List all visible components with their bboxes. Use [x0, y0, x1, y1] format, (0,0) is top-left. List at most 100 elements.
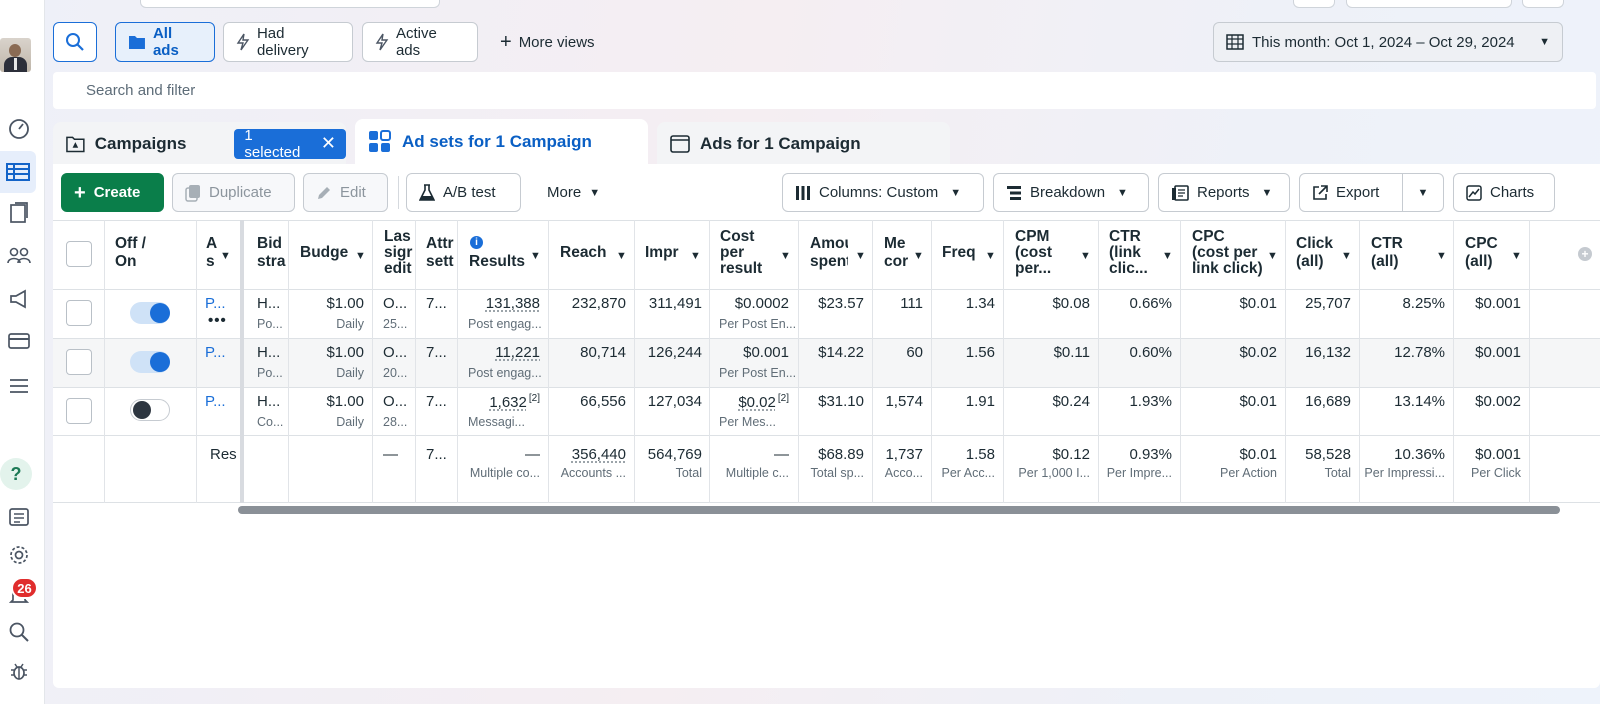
- ad-set-name-link[interactable]: P...: [205, 344, 226, 361]
- amount-spent-value: $31.10: [818, 393, 864, 410]
- col-header-cpc-link[interactable]: CPC (cost per link click): [1192, 229, 1263, 277]
- col-header-cpc-all[interactable]: CPC (all): [1465, 235, 1498, 270]
- tab-ads[interactable]: Ads for 1 Campaign: [657, 122, 950, 165]
- ad-set-name-link[interactable]: P...: [205, 295, 226, 312]
- search-and-filter-input[interactable]: Search and filter: [53, 72, 1596, 109]
- cost-per-result-cell[interactable]: $0.02 [2]: [711, 393, 789, 411]
- more-views-button[interactable]: + More views: [488, 22, 607, 62]
- select-all-checkbox[interactable]: [66, 241, 92, 267]
- edit-button[interactable]: Edit: [303, 173, 388, 212]
- col-header-clicks-all[interactable]: Click (all): [1296, 235, 1334, 270]
- col-header-cost-per-result[interactable]: Cost per result: [720, 229, 763, 277]
- cost-per-result-value[interactable]: $0.02: [738, 394, 776, 411]
- sort-caret-icon[interactable]: ▼: [913, 250, 924, 262]
- view-all-ads-label: All ads: [152, 25, 179, 59]
- totals-amount-spent-sub: Total sp...: [810, 466, 865, 480]
- speedometer-icon[interactable]: [4, 113, 34, 143]
- row-checkbox[interactable]: [66, 349, 92, 375]
- col-header-attribution-setting[interactable]: Attr sett: [426, 235, 454, 270]
- results-cell[interactable]: 1,632 [2]: [458, 393, 540, 411]
- ad-set-name-link[interactable]: P...: [205, 393, 226, 410]
- results-value[interactable]: 1,632: [489, 394, 527, 411]
- ad-window-icon: [670, 134, 690, 153]
- columns-button[interactable]: Columns: Custom ▼: [782, 173, 984, 212]
- sort-caret-icon[interactable]: ▼: [690, 250, 701, 262]
- bid-strategy-value: H...: [257, 344, 281, 361]
- col-header-cpm[interactable]: CPM (cost per...: [1015, 229, 1053, 277]
- sort-caret-icon[interactable]: ▼: [355, 250, 366, 262]
- sort-caret-icon[interactable]: ▼: [220, 250, 231, 262]
- col-header-impressions[interactable]: Impr: [645, 244, 679, 261]
- export-options-dropdown[interactable]: ▼: [1402, 173, 1444, 212]
- plus-icon: +: [500, 31, 512, 53]
- billing-card-icon[interactable]: [4, 326, 34, 356]
- row-more-options-icon[interactable]: •••: [208, 312, 227, 329]
- tab-ad-sets[interactable]: Ad sets for 1 Campaign: [355, 119, 648, 165]
- sort-caret-icon[interactable]: ▼: [1080, 250, 1091, 262]
- charts-button[interactable]: Charts: [1453, 173, 1555, 212]
- tab-campaigns[interactable]: Campaigns 1 selected ✕: [53, 122, 346, 165]
- sort-caret-icon[interactable]: ▼: [1162, 250, 1173, 262]
- view-active-ads[interactable]: Active ads: [362, 22, 478, 62]
- sort-caret-icon[interactable]: ▼: [1341, 250, 1352, 262]
- megaphone-icon[interactable]: [4, 284, 34, 314]
- col-header-ctr-link[interactable]: CTR (link clic...: [1109, 229, 1148, 277]
- pages-icon[interactable]: [4, 198, 34, 228]
- col-header-last-significant-edit[interactable]: Las sigr edit: [384, 229, 413, 277]
- menu-icon[interactable]: [4, 371, 34, 401]
- close-icon[interactable]: ✕: [320, 133, 336, 153]
- col-header-results[interactable]: Results: [469, 253, 525, 270]
- bug-report-icon[interactable]: [4, 656, 34, 686]
- sort-caret-icon[interactable]: ▼: [1436, 250, 1447, 262]
- selected-filter-pill[interactable]: 1 selected ✕: [234, 127, 346, 161]
- audiences-icon[interactable]: [4, 240, 34, 270]
- results-value[interactable]: 11,221: [495, 344, 540, 361]
- results-sub: Post engag...: [468, 366, 542, 380]
- settings-gear-icon[interactable]: [4, 540, 34, 570]
- row-checkbox[interactable]: [66, 398, 92, 424]
- ads-manager-table-icon[interactable]: [0, 151, 36, 193]
- export-button[interactable]: Export: [1299, 173, 1403, 212]
- last-edit-value: O...: [383, 393, 408, 410]
- create-button[interactable]: + Create: [61, 173, 164, 212]
- sort-caret-icon[interactable]: ▼: [1511, 250, 1522, 262]
- search-button[interactable]: [53, 22, 97, 62]
- more-button[interactable]: More ▼: [535, 173, 612, 212]
- view-had-delivery-label: Had delivery: [256, 25, 309, 59]
- view-had-delivery[interactable]: Had delivery: [223, 22, 353, 62]
- col-header-messaging-conversations[interactable]: Me cor: [884, 235, 908, 270]
- search-icon[interactable]: [4, 617, 34, 647]
- col-header-frequency[interactable]: Freq: [942, 244, 976, 261]
- col-header-reach[interactable]: Reach: [560, 244, 607, 261]
- duplicate-button[interactable]: Duplicate: [172, 173, 295, 212]
- col-header-budget[interactable]: Budge: [300, 244, 348, 261]
- totals-reach[interactable]: 356,440: [571, 446, 626, 463]
- col-header-bid-strategy[interactable]: Bid stra: [257, 235, 286, 270]
- delivery-toggle[interactable]: [130, 399, 170, 421]
- col-header-ctr-all[interactable]: CTR (all): [1371, 235, 1403, 270]
- date-range-picker[interactable]: This month: Oct 1, 2024 – Oct 29, 2024 ▼: [1213, 22, 1563, 62]
- results-value[interactable]: 131,388: [485, 295, 540, 312]
- info-icon[interactable]: i: [470, 236, 483, 249]
- sort-caret-icon[interactable]: ▼: [1267, 250, 1278, 262]
- reports-button[interactable]: Reports ▼: [1158, 173, 1290, 212]
- add-column-icon[interactable]: +: [1578, 247, 1592, 261]
- delivery-toggle[interactable]: [130, 351, 170, 373]
- row-checkbox[interactable]: [66, 300, 92, 326]
- sort-caret-icon[interactable]: ▼: [530, 250, 541, 262]
- delivery-toggle[interactable]: [130, 302, 170, 324]
- sort-caret-icon[interactable]: ▼: [780, 250, 791, 262]
- avatar[interactable]: [0, 38, 31, 72]
- help-icon[interactable]: ?: [0, 458, 32, 490]
- ab-test-button[interactable]: A/B test: [406, 173, 521, 212]
- col-header-off-on[interactable]: Off / On: [115, 235, 146, 270]
- horizontal-scrollbar[interactable]: [238, 506, 1560, 514]
- sort-caret-icon[interactable]: ▼: [616, 250, 627, 262]
- breakdown-button[interactable]: Breakdown ▼: [993, 173, 1149, 212]
- notes-icon[interactable]: [4, 502, 34, 532]
- sort-caret-icon[interactable]: ▼: [855, 250, 866, 262]
- view-all-ads[interactable]: All ads: [115, 22, 215, 62]
- col-header-amount-spent[interactable]: Amouspent: [810, 235, 848, 270]
- sort-caret-icon[interactable]: ▼: [985, 250, 996, 262]
